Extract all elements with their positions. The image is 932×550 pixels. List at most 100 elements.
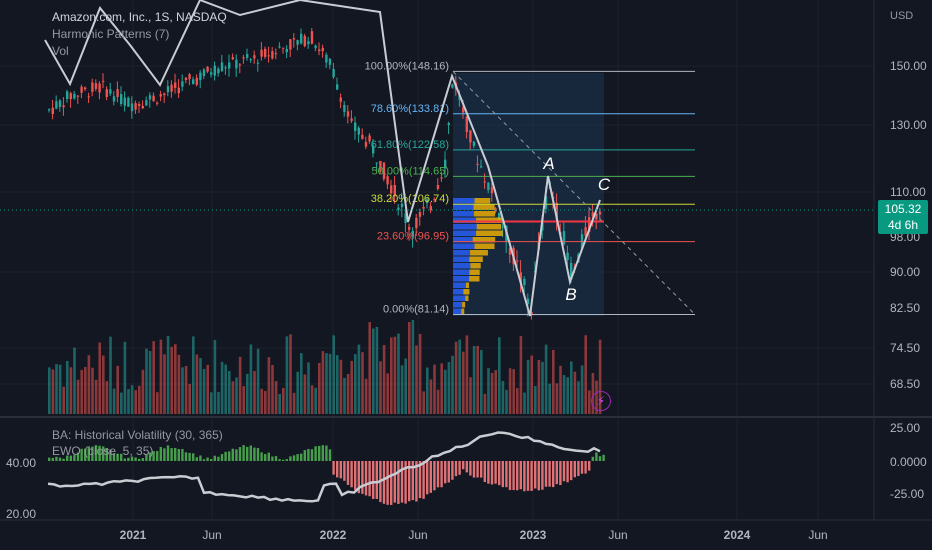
- fib-retracement[interactable]: 100.00%(148.16) 78.60%(133.81) 61.80%(122.…: [365, 60, 696, 316]
- volume-bar: [397, 333, 400, 414]
- volume-bar: [120, 392, 123, 414]
- volume-bar: [429, 379, 433, 414]
- ewo-bar: [170, 448, 173, 461]
- candle-body: [404, 213, 407, 223]
- ewo-bar: [48, 457, 51, 461]
- ewo-bar: [188, 452, 191, 461]
- ewo-bar: [382, 461, 386, 504]
- profile-bar-sell: [472, 237, 496, 243]
- candle-body: [350, 118, 353, 121]
- ewo-bar: [519, 461, 522, 490]
- volume-bar: [433, 364, 436, 414]
- symbol-title[interactable]: Amazon.com, Inc., 1S, NASDAQ: [52, 10, 227, 24]
- time-tick-label: 2023: [520, 528, 547, 542]
- candle-body: [555, 202, 558, 220]
- volume-bar: [332, 335, 335, 414]
- candle-body: [372, 145, 375, 154]
- volume-bar: [235, 377, 238, 414]
- ewo-bar: [440, 461, 443, 488]
- ewo-bar: [364, 461, 368, 496]
- candle-body: [400, 203, 404, 208]
- volume-bar: [105, 381, 109, 414]
- ewo-bar: [134, 457, 137, 461]
- volume-bar: [411, 319, 415, 414]
- candle-body: [458, 95, 461, 101]
- volume-bar: [548, 383, 551, 414]
- ewo-bar: [390, 461, 393, 505]
- ewo-bar: [508, 461, 512, 491]
- candle-body: [397, 207, 400, 210]
- volume-bar: [202, 368, 206, 414]
- ewo-bar: [285, 459, 288, 461]
- profile-bar-sell: [476, 217, 503, 223]
- ewo-bar: [494, 461, 497, 484]
- ewo-bar: [217, 456, 220, 461]
- ewo-bar: [141, 458, 144, 461]
- candle-body: [296, 40, 299, 45]
- candle-body: [224, 67, 227, 69]
- candle-body: [210, 72, 213, 75]
- profile-bar-buy: [453, 302, 463, 308]
- ewo-bar: [436, 461, 440, 488]
- ewo-bar: [55, 456, 58, 461]
- ewo-bar: [282, 459, 285, 461]
- ewo-bar: [159, 446, 162, 461]
- profile-bar-sell: [474, 211, 496, 217]
- lightning-icon[interactable]: ⚡: [591, 391, 611, 411]
- ewo-label[interactable]: EWO (close, 5, 35): [52, 444, 154, 458]
- indicator-harmonic-label[interactable]: Harmonic Patterns (7): [52, 27, 170, 41]
- volume-bar: [51, 369, 55, 414]
- volume-bar: [328, 353, 332, 414]
- candle-body: [476, 163, 479, 165]
- volume-bar: [501, 380, 505, 414]
- candle-body: [163, 93, 166, 96]
- candle-body: [447, 122, 450, 125]
- candle-body: [264, 48, 267, 57]
- volume-bar: [415, 345, 418, 414]
- indicator-volume-label[interactable]: Vol: [52, 44, 69, 58]
- ewo-bar: [541, 461, 544, 490]
- volume-profile: [453, 198, 503, 314]
- candle-body: [231, 57, 234, 60]
- candle-body: [48, 109, 51, 111]
- volume-bar: [390, 337, 393, 414]
- ewo-bar: [566, 461, 569, 483]
- profile-bar-buy: [453, 211, 475, 217]
- profile-bar-sell: [473, 204, 495, 210]
- candle-body: [192, 79, 195, 85]
- candle-body: [422, 206, 425, 209]
- profile-bar-sell: [469, 276, 480, 282]
- volume-bar: [350, 360, 353, 414]
- ewo-bar: [249, 445, 252, 461]
- volume-bar: [325, 353, 328, 414]
- ewo-bar: [580, 461, 584, 474]
- volume-bar: [361, 352, 364, 414]
- ewo-bar: [242, 445, 245, 461]
- candle-body: [213, 65, 216, 76]
- volume-bar: [454, 341, 458, 414]
- time-tick-label: Jun: [608, 528, 627, 542]
- hv-label[interactable]: BA: Historical Volatility (30, 365): [52, 428, 223, 442]
- volume-bar: [436, 389, 440, 414]
- candle-body: [480, 166, 483, 168]
- candle-body: [206, 66, 209, 72]
- volume-bar: [523, 392, 526, 414]
- ewo-bar: [375, 461, 378, 499]
- candle-body: [361, 134, 364, 139]
- hv-tick-label: 20.00: [6, 507, 36, 521]
- volume-bar: [217, 392, 220, 414]
- candle-body: [526, 298, 530, 305]
- candle-body: [235, 59, 238, 69]
- volume-bar: [224, 364, 227, 414]
- ewo-bar: [372, 461, 375, 499]
- ewo-bar: [206, 457, 209, 461]
- volume-bar: [364, 378, 368, 414]
- candle-body: [483, 181, 486, 183]
- volume-bar: [559, 365, 562, 414]
- candle-body: [328, 58, 332, 65]
- volume-bar: [307, 362, 310, 414]
- profile-bar-buy: [453, 308, 462, 314]
- volume-bar: [80, 369, 83, 414]
- ewo-bar: [156, 451, 159, 461]
